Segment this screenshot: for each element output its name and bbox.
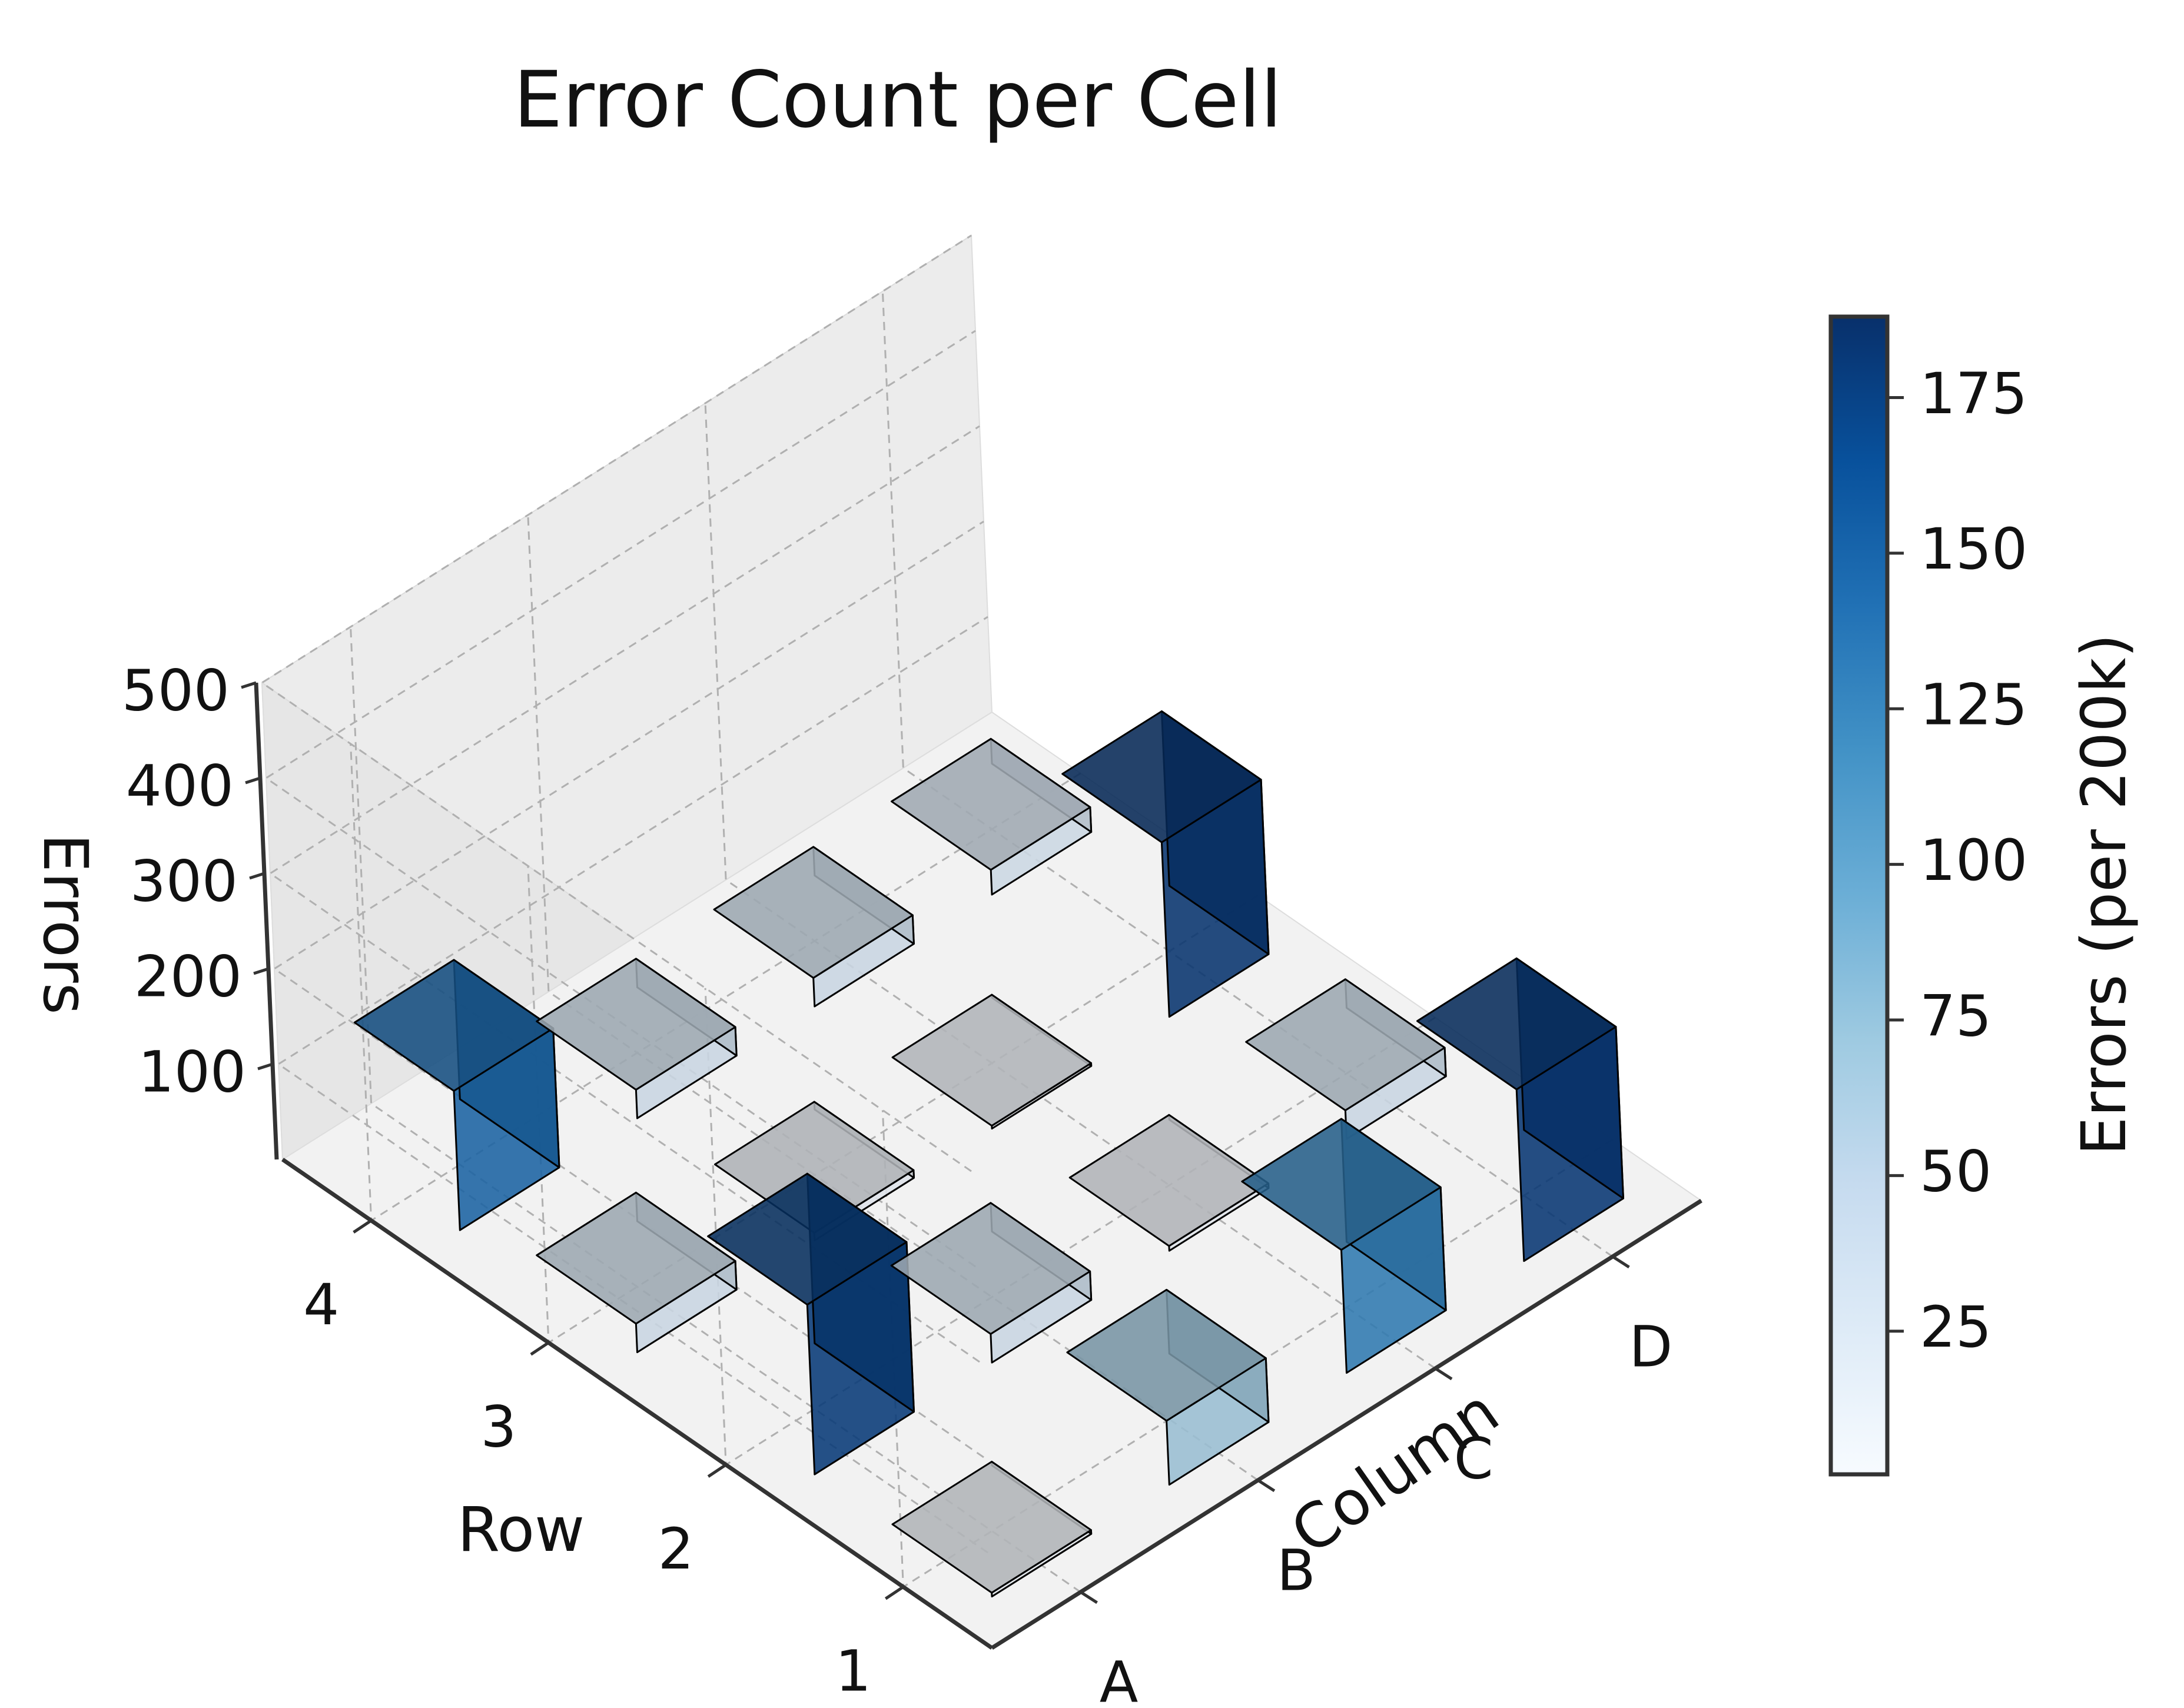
y-tick-label: 4 <box>303 1272 339 1338</box>
z-tick-label: 400 <box>126 753 234 819</box>
bar-4-D <box>891 737 1093 896</box>
bar-1-A <box>891 1461 1093 1598</box>
bar-4-C <box>713 846 915 1008</box>
bar-3-D <box>1061 710 1270 1018</box>
z-tick-mark <box>249 872 265 880</box>
bar-1-B <box>1066 1288 1270 1486</box>
z-tick-mark <box>241 681 257 689</box>
bar-3-A <box>536 1191 738 1354</box>
x-tick-label: B <box>1277 1537 1316 1603</box>
gridline-z <box>264 330 976 1268</box>
x-axis-line <box>991 1199 1702 1650</box>
z-tick-mark <box>257 1062 273 1071</box>
y-tick-mark <box>530 1341 550 1356</box>
bars <box>353 710 1624 1598</box>
bar-4-B <box>536 958 738 1119</box>
colorbar-tick-label: 175 <box>1920 361 2027 427</box>
bar-top-face <box>1245 978 1446 1111</box>
bar-top-face <box>891 1461 1092 1594</box>
chart-title: Error Count per Cell <box>513 55 1282 145</box>
gridline-z <box>268 425 980 1363</box>
z-axis-label: Errors <box>29 833 101 1015</box>
bar-1-C <box>1241 1118 1447 1374</box>
x-tick-label: D <box>1629 1314 1672 1380</box>
bar-top-face <box>713 846 914 979</box>
y-tick-label: 3 <box>480 1394 516 1460</box>
x-tick-label: A <box>1100 1649 1139 1708</box>
bar-top-face <box>536 958 736 1091</box>
x-tick-mark <box>1612 1255 1630 1269</box>
gridline-z <box>277 616 988 1554</box>
y-axis-line <box>281 1158 993 1650</box>
bar-top-face <box>1061 710 1262 843</box>
z-tick-label: 500 <box>122 657 230 723</box>
z-tick-mark <box>245 776 261 785</box>
y-tick-label: 2 <box>658 1516 694 1582</box>
colorbar-tick-label: 100 <box>1920 828 2027 893</box>
y-tick-mark <box>884 1586 904 1600</box>
bar-2-A <box>707 1172 915 1476</box>
colorbar-tick-label: 125 <box>1920 672 2027 738</box>
z-tick-mark <box>253 967 269 975</box>
bar-top-face <box>891 737 1091 871</box>
axes <box>241 681 1702 1650</box>
x-tick-mark <box>1080 1590 1098 1604</box>
colorbar-tick-label: 50 <box>1920 1139 1992 1205</box>
colorbar-ticks: 25 50 75 100 125 150 175 <box>1887 361 2027 1360</box>
bar-4-A <box>353 959 560 1231</box>
colorbar: 25 50 75 100 125 150 175 Errors (per 200k) <box>1828 314 2140 1477</box>
tick-labels: A B C D 1 2 3 4 100 200 300 400 500 <box>122 657 1673 1708</box>
colorbar-tick-label: 75 <box>1920 983 1992 1049</box>
y-axis-label: Row <box>457 1494 585 1566</box>
x-tick-mark <box>1434 1367 1453 1381</box>
gridline-z <box>260 234 972 1172</box>
bar-top-face <box>890 1202 1091 1335</box>
z-tick-label: 200 <box>134 943 242 1009</box>
bar-1-D <box>1416 957 1624 1262</box>
z-tick-label: 100 <box>138 1039 246 1105</box>
bar-top-face <box>891 993 1092 1127</box>
bar-top-face <box>707 1172 908 1306</box>
z-axis-line <box>254 682 279 1160</box>
gridline-z <box>273 520 984 1458</box>
y-tick-mark <box>707 1463 727 1478</box>
colorbar-label: Errors (per 200k) <box>2068 634 2140 1155</box>
x-tick-mark <box>1257 1478 1276 1493</box>
bar-top-face <box>1241 1118 1442 1251</box>
colorbar-gradient <box>1828 314 1890 1477</box>
bar-2-C <box>1068 1114 1270 1252</box>
bar-top-face <box>536 1191 736 1325</box>
bar-top-face <box>1416 957 1617 1091</box>
bar-2-B <box>890 1202 1093 1364</box>
bar-3-C <box>891 993 1093 1130</box>
y-tick-label: 1 <box>835 1639 871 1704</box>
x-tick-label: C <box>1454 1425 1493 1491</box>
colorbar-tick-label: 25 <box>1920 1294 1992 1360</box>
colorbar-tick-label: 150 <box>1920 516 2027 582</box>
z-tick-label: 300 <box>130 848 238 914</box>
axis-panes <box>261 234 1702 1649</box>
bar-top-face <box>1066 1288 1267 1422</box>
y-tick-mark <box>353 1219 373 1234</box>
bar-2-D <box>1245 978 1447 1140</box>
